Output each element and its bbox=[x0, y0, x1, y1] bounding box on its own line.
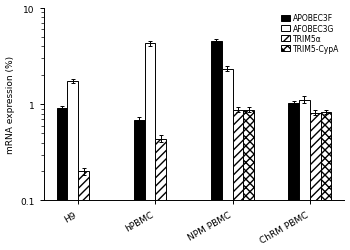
Bar bbox=[57, 108, 68, 250]
Bar bbox=[68, 82, 78, 250]
Bar bbox=[321, 112, 331, 250]
Bar bbox=[155, 139, 166, 250]
Bar bbox=[78, 172, 89, 250]
Bar bbox=[310, 113, 321, 250]
Legend: APOBEC3F, AFOBEC3G, TRIM5α, TRIM5-CypA: APOBEC3F, AFOBEC3G, TRIM5α, TRIM5-CypA bbox=[280, 13, 341, 55]
Bar bbox=[243, 110, 254, 250]
Bar bbox=[145, 44, 155, 250]
Bar bbox=[288, 104, 299, 250]
Y-axis label: mRNA expression (%): mRNA expression (%) bbox=[6, 56, 15, 154]
Bar bbox=[222, 69, 232, 250]
Bar bbox=[299, 100, 310, 250]
Bar bbox=[134, 121, 145, 250]
Bar bbox=[232, 110, 243, 250]
Bar bbox=[211, 42, 222, 250]
